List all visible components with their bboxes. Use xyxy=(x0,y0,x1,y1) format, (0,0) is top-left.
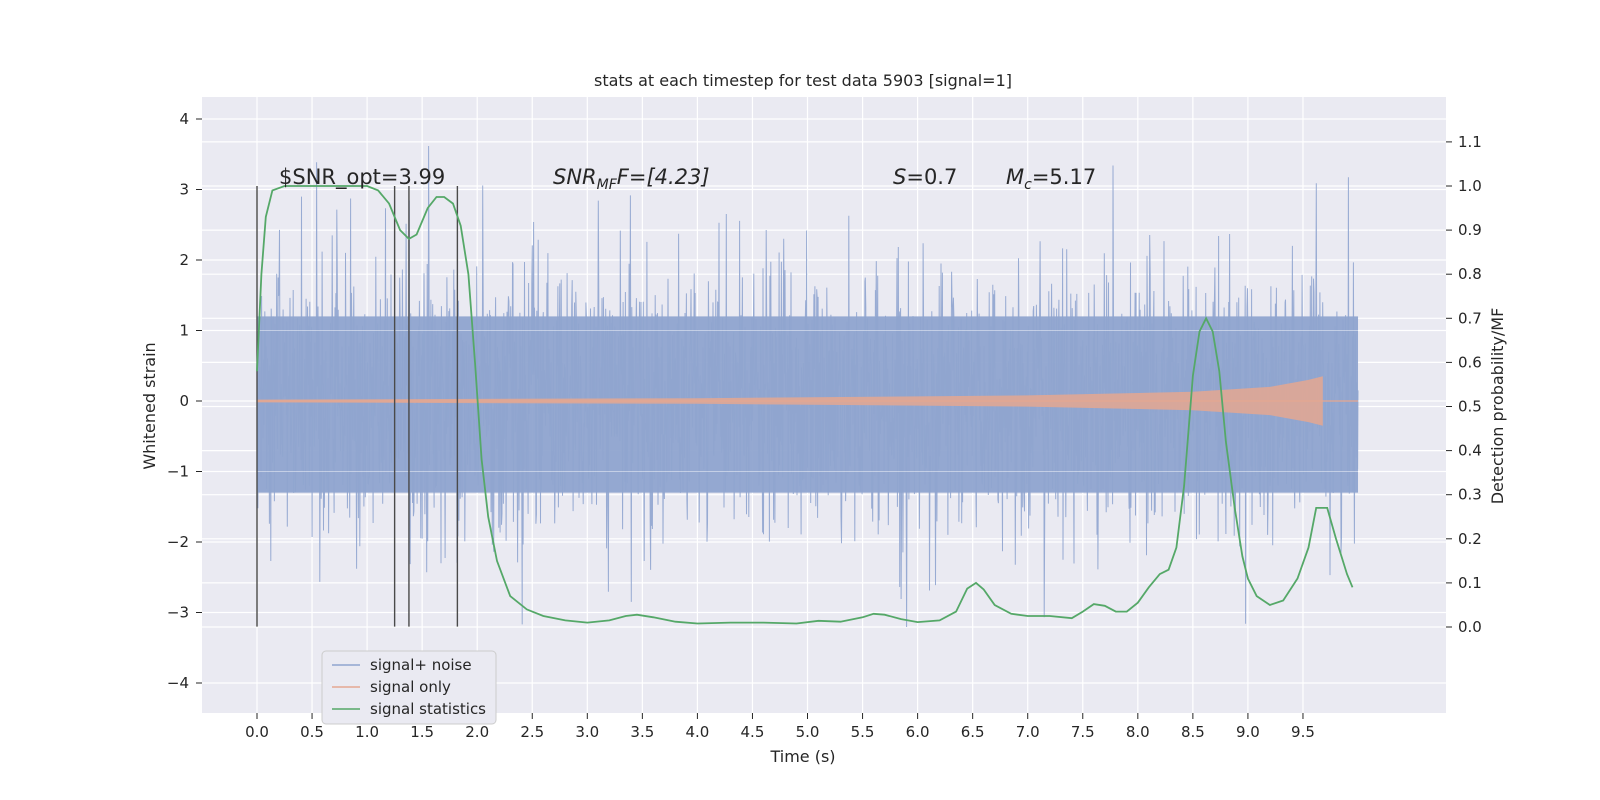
s-rest: =0.7 xyxy=(906,165,957,189)
x-tick-label: 0.5 xyxy=(300,723,324,741)
y2-tick-label: 0.8 xyxy=(1458,265,1482,283)
x-tick-label: 6.0 xyxy=(906,723,930,741)
y2-tick-label: 0.0 xyxy=(1458,618,1482,636)
x-tick-label: 3.0 xyxy=(575,723,599,741)
legend-label-signal-plus-noise: signal+ noise xyxy=(370,656,472,674)
x-tick-label: 3.5 xyxy=(630,723,654,741)
y-axis-ticks: 4 3 2 1 0 −1 −2 −3 −4 xyxy=(167,110,202,692)
y2-tick-label: 0.4 xyxy=(1458,442,1482,460)
y-tick-label: 2 xyxy=(179,251,189,269)
snr-opt-annotation: $SNR_opt=3.99 xyxy=(279,165,445,190)
x-tick-label: 1.5 xyxy=(410,723,434,741)
legend-label-signal-statistics: signal statistics xyxy=(370,700,486,718)
mc-annotation: Mc=5.17 xyxy=(1006,165,1096,193)
legend-box xyxy=(321,650,497,725)
y-tick-label: 4 xyxy=(179,110,189,128)
x-tick-label: 7.0 xyxy=(1016,723,1040,741)
x-axis-ticks: 0.0 0.5 1.0 1.5 2.0 2.5 3.0 3.5 4.0 4.5 5.0 5.5 6.0 6… xyxy=(245,713,1315,741)
mc-sub: c xyxy=(1024,177,1032,193)
y2-tick-label: 0.1 xyxy=(1458,574,1482,592)
x-tick-label: 6.5 xyxy=(961,723,985,741)
y2-tick-label: 0.3 xyxy=(1458,486,1482,504)
signal-statistics-series xyxy=(256,185,1354,625)
legend: signal+ noise signal only signal statist… xyxy=(321,650,497,725)
x-tick-label: 4.5 xyxy=(741,723,765,741)
y2-tick-label: 0.5 xyxy=(1458,398,1482,416)
snr-mf-rest: F=[4.23] xyxy=(617,165,710,189)
y-tick-label: −4 xyxy=(167,674,189,692)
y-tick-label: −3 xyxy=(167,604,189,622)
x-axis-label: Time (s) xyxy=(769,747,835,766)
y2-tick-label: 0.2 xyxy=(1458,530,1482,548)
snr-mf-base: SNR xyxy=(553,165,597,189)
x-tick-label: 2.5 xyxy=(520,723,544,741)
mc-rest: =5.17 xyxy=(1032,165,1096,189)
mc-base: M xyxy=(1006,165,1024,189)
x-tick-label: 8.5 xyxy=(1181,723,1205,741)
y2-tick-label: 0.9 xyxy=(1458,221,1482,239)
snr-mf-sub: MF xyxy=(597,177,618,193)
x-tick-label: 7.5 xyxy=(1071,723,1095,741)
y-tick-label: −2 xyxy=(167,533,189,551)
legend-label-signal-only: signal only xyxy=(370,678,451,696)
signal-only-series xyxy=(257,376,1359,426)
snr-mf-annotation: SNRMFF=[4.23] xyxy=(553,165,710,193)
chart-title: stats at each timestep for test data 590… xyxy=(594,71,1012,90)
y-tick-label: 0 xyxy=(179,392,189,410)
y2-axis-ticks: 1.1 1.0 0.9 0.8 0.7 0.6 0.5 0.4 0.3 0.2 0.1 0.0 xyxy=(1446,133,1482,636)
y-tick-label: 3 xyxy=(179,181,189,199)
s-base: S xyxy=(893,165,906,189)
y2-tick-label: 1.1 xyxy=(1458,133,1482,151)
x-tick-label: 4.0 xyxy=(685,723,709,741)
x-tick-label: 1.0 xyxy=(355,723,379,741)
x-tick-label: 2.0 xyxy=(465,723,489,741)
y2-tick-label: 1.0 xyxy=(1458,177,1482,195)
x-tick-label: 0.0 xyxy=(245,723,269,741)
signal-statistics-line xyxy=(256,185,1354,625)
x-tick-label: 5.0 xyxy=(796,723,820,741)
y-axis-label: Whitened strain xyxy=(140,342,159,469)
x-tick-label: 9.0 xyxy=(1236,723,1260,741)
y-tick-label: 1 xyxy=(179,322,189,340)
x-tick-label: 9.5 xyxy=(1291,723,1315,741)
vertical-marker-lines xyxy=(256,185,459,627)
x-tick-label: 5.5 xyxy=(851,723,875,741)
s-annotation: S=0.7 xyxy=(893,165,957,189)
y2-tick-label: 0.7 xyxy=(1458,309,1482,327)
x-tick-label: 8.0 xyxy=(1126,723,1150,741)
y2-tick-label: 0.6 xyxy=(1458,353,1482,371)
y2-axis-label: Detection probability/MF xyxy=(1488,308,1507,505)
y-tick-label: −1 xyxy=(167,463,189,481)
